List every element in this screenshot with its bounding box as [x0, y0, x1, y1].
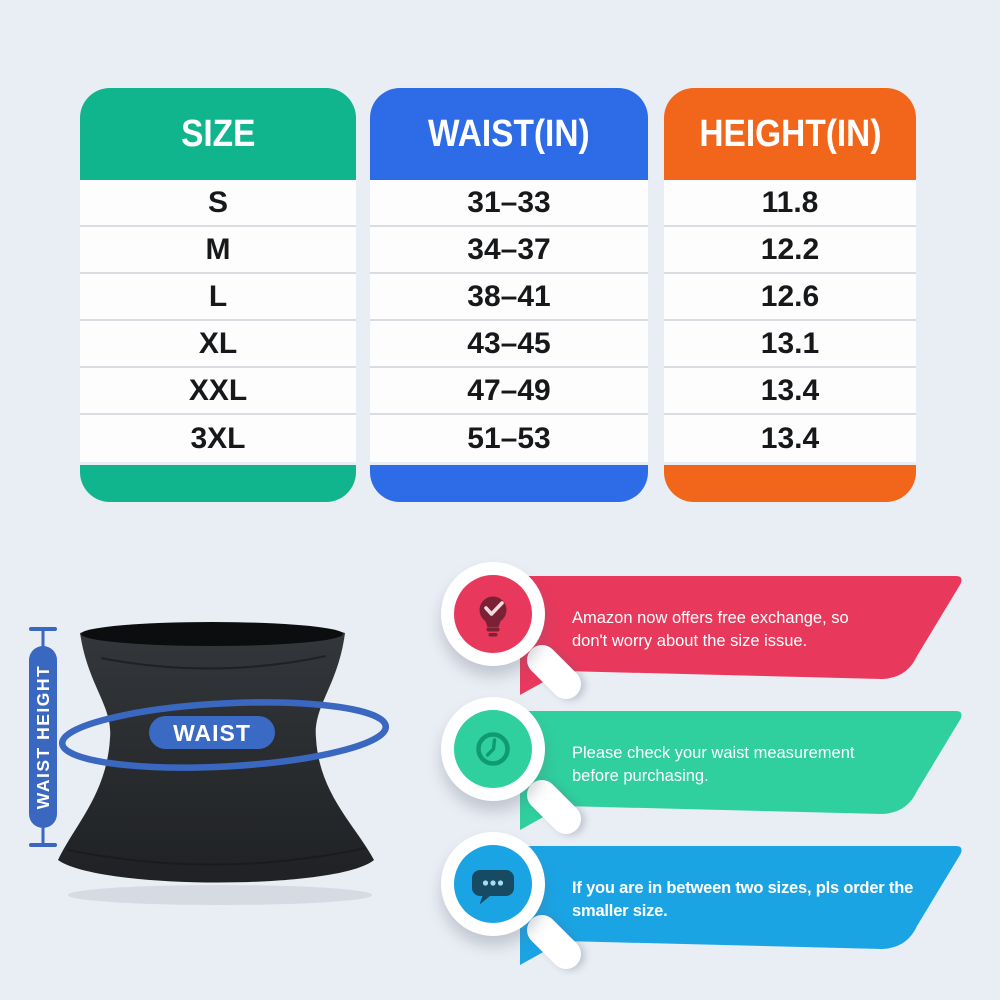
callout-badge-inner — [454, 575, 532, 653]
height-column-footer — [664, 465, 916, 502]
waist-label-pill — [149, 716, 275, 749]
seam-bottom — [67, 847, 367, 866]
table-cell: 38–41 — [370, 274, 648, 321]
table-cell: M — [80, 227, 356, 274]
callout-ribbon — [520, 846, 962, 965]
lightbulb-check-icon — [479, 596, 507, 637]
clock-icon — [476, 732, 510, 766]
height-column: HEIGHT(IN) 11.8 12.2 12.6 13.1 13.4 13.4 — [664, 88, 916, 502]
callout-badge — [441, 697, 545, 801]
waist-column: WAIST(IN) 31–33 34–37 38–41 43–45 47–49 … — [370, 88, 648, 502]
callout-banner: If you are in between two sizes, pls ord… — [520, 846, 964, 966]
callout-badge-inner — [454, 710, 532, 788]
callout-badge-inner — [454, 845, 532, 923]
table-cell: XXL — [80, 368, 356, 415]
height-label-pill — [29, 646, 57, 828]
size-column-header: SIZE — [80, 88, 356, 180]
waist-column-footer — [370, 465, 648, 502]
table-cell: 31–33 — [370, 180, 648, 227]
size-column-header-label: SIZE — [180, 112, 256, 155]
callout-check-measurement: Please check your waist measurement befo… — [430, 691, 982, 841]
callout-banner: Amazon now offers free exchange, so don'… — [520, 576, 964, 696]
callout-badge — [441, 562, 545, 666]
table-cell: 47–49 — [370, 368, 648, 415]
garment-shadow — [68, 885, 372, 905]
table-cell: 43–45 — [370, 321, 648, 368]
waist-column-header: WAIST(IN) — [370, 88, 648, 180]
table-cell: 13.4 — [664, 368, 916, 415]
ribbon-shape — [520, 576, 962, 695]
waist-column-rows: 31–33 34–37 38–41 43–45 47–49 51–53 — [370, 180, 648, 462]
size-column-rows: S M L XL XXL 3XL — [80, 180, 356, 462]
table-cell: 11.8 — [664, 180, 916, 227]
table-cell: 34–37 — [370, 227, 648, 274]
table-cell: 51–53 — [467, 421, 551, 455]
callout-badge — [441, 832, 545, 936]
ribbon-shape — [520, 711, 962, 830]
callout-ribbon — [520, 711, 962, 830]
callout-between-sizes: If you are in between two sizes, pls ord… — [430, 826, 982, 976]
callout-banner: Please check your waist measurement befo… — [520, 711, 964, 831]
table-cell: XL — [80, 321, 356, 368]
waist-trainer-body — [58, 624, 374, 883]
table-cell: 13.4 — [760, 421, 820, 455]
height-column-header-label: HEIGHT(IN) — [698, 112, 882, 155]
table-cell: L — [80, 274, 356, 321]
seam-top — [100, 655, 327, 670]
callout-text: Please check your waist measurement befo… — [572, 744, 855, 785]
waist-column-header-label: WAIST(IN) — [428, 112, 590, 155]
waist-trainer-opening — [81, 622, 343, 646]
table-cell: 13.1 — [664, 321, 916, 368]
table-cell: 3XL — [190, 421, 246, 455]
table-cell: 12.2 — [664, 227, 916, 274]
height-column-header: HEIGHT(IN) — [664, 88, 916, 180]
chat-dots-icon — [472, 870, 514, 905]
waist-label: WAIST — [173, 720, 251, 746]
height-column-rows: 11.8 12.2 12.6 13.1 13.4 13.4 — [664, 180, 916, 462]
table-cell: 12.6 — [664, 274, 916, 321]
waist-measure-ellipse — [58, 699, 390, 771]
callout-text: Amazon now offers free exchange, so don'… — [572, 609, 849, 650]
callout-text: If you are in between two sizes, pls ord… — [572, 879, 914, 920]
size-column-footer — [80, 465, 356, 502]
ribbon-shape — [520, 846, 962, 965]
size-column: SIZE S M L XL XXL 3XL — [80, 88, 356, 502]
height-label: WAIST HEIGHT — [33, 665, 53, 809]
waist-trainer-diagram: WAIST WAIST HEIGHT — [29, 622, 390, 905]
callout-ribbon — [520, 576, 962, 695]
callout-free-exchange: Amazon now offers free exchange, so don'… — [430, 556, 982, 706]
table-cell: S — [80, 180, 356, 227]
